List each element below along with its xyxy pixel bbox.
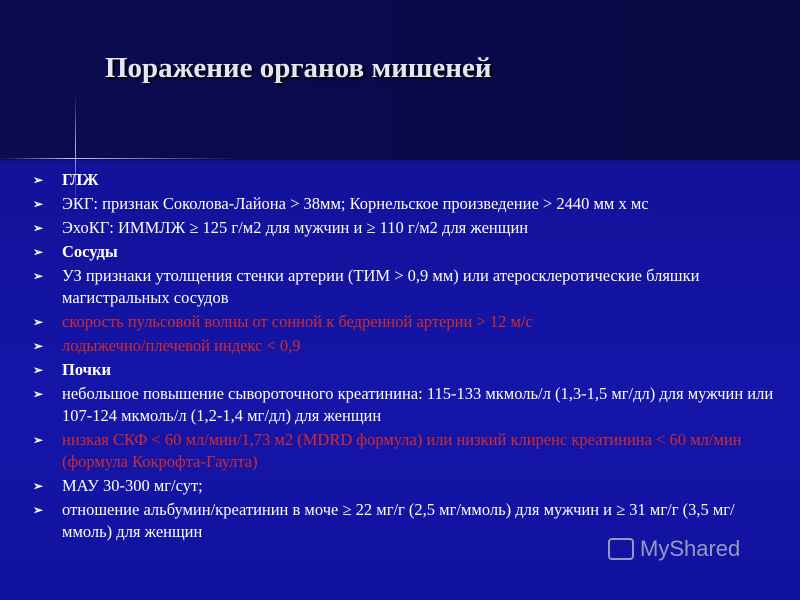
item-text: Сосуды	[62, 242, 118, 261]
list-item: ➢ ЭКГ: признак Соколова-Лайона > 38мм; Ко…	[33, 193, 783, 215]
item-text: ЭхоКГ: ИММЛЖ ≥ 125 г/м2 для мужчин и ≥ 1…	[62, 218, 529, 237]
bullet-arrow-icon: ➢	[33, 479, 44, 493]
list-item: ➢ небольшое повышение сывороточного креат…	[33, 383, 783, 427]
list-item: ➢ скорость пульсовой волны от сонной к бе…	[33, 311, 783, 333]
bullet-arrow-icon: ➢	[33, 339, 44, 353]
flare-decoration	[0, 158, 240, 159]
header-band	[0, 0, 800, 160]
item-text: скорость пульсовой волны от сонной к бед…	[62, 312, 533, 331]
item-text: низкая СКФ < 60 мл/мин/1,73 м2 (MDRD фор…	[62, 430, 742, 471]
bullet-arrow-icon: ➢	[33, 503, 44, 517]
bullet-arrow-icon: ➢	[33, 221, 44, 235]
bullet-arrow-icon: ➢	[33, 173, 44, 187]
item-text: МАУ 30-300 мг/сут;	[62, 476, 203, 495]
bullet-arrow-icon: ➢	[33, 245, 44, 259]
item-text: ЭКГ: признак Соколова-Лайона > 38мм; Кор…	[62, 194, 649, 213]
bullet-list: ➢ ГЛЖ ➢ ЭКГ: признак Соколова-Лайона > 38м…	[33, 169, 783, 545]
bullet-arrow-icon: ➢	[33, 197, 44, 211]
list-item: ➢ Почки	[33, 359, 783, 381]
item-text: УЗ признаки утолщения стенки артерии (ТИ…	[62, 266, 700, 307]
list-item: ➢ низкая СКФ < 60 мл/мин/1,73 м2 (MDRD фо…	[33, 429, 783, 473]
list-item: ➢ лодыжечно/плечевой индекс < 0,9	[33, 335, 783, 357]
slide-title: Поражение органов мишеней	[105, 52, 492, 84]
bullet-arrow-icon: ➢	[33, 433, 44, 447]
list-item: ➢ МАУ 30-300 мг/сут;	[33, 475, 783, 497]
list-item: ➢ отношение альбумин/креатинин в моче ≥ 2…	[33, 499, 783, 543]
item-text: лодыжечно/плечевой индекс < 0,9	[62, 336, 301, 355]
watermark: MyShared	[608, 536, 740, 562]
item-text: Почки	[62, 360, 111, 379]
watermark-text: MyShared	[640, 536, 741, 561]
item-text: отношение альбумин/креатинин в моче ≥ 22…	[62, 500, 735, 541]
bullet-arrow-icon: ➢	[33, 269, 44, 283]
bullet-arrow-icon: ➢	[33, 387, 44, 401]
list-item: ➢ ЭхоКГ: ИММЛЖ ≥ 125 г/м2 для мужчин и ≥ …	[33, 217, 783, 239]
bullet-arrow-icon: ➢	[33, 363, 44, 377]
list-item: ➢ ГЛЖ	[33, 169, 783, 191]
list-item: ➢ Сосуды	[33, 241, 783, 263]
flare-decoration	[75, 95, 76, 205]
myshared-logo-icon	[608, 538, 634, 560]
list-item: ➢ УЗ признаки утолщения стенки артерии (Т…	[33, 265, 783, 309]
item-text: ГЛЖ	[62, 170, 99, 189]
bullet-arrow-icon: ➢	[33, 315, 44, 329]
item-text: небольшое повышение сывороточного креати…	[62, 384, 774, 425]
